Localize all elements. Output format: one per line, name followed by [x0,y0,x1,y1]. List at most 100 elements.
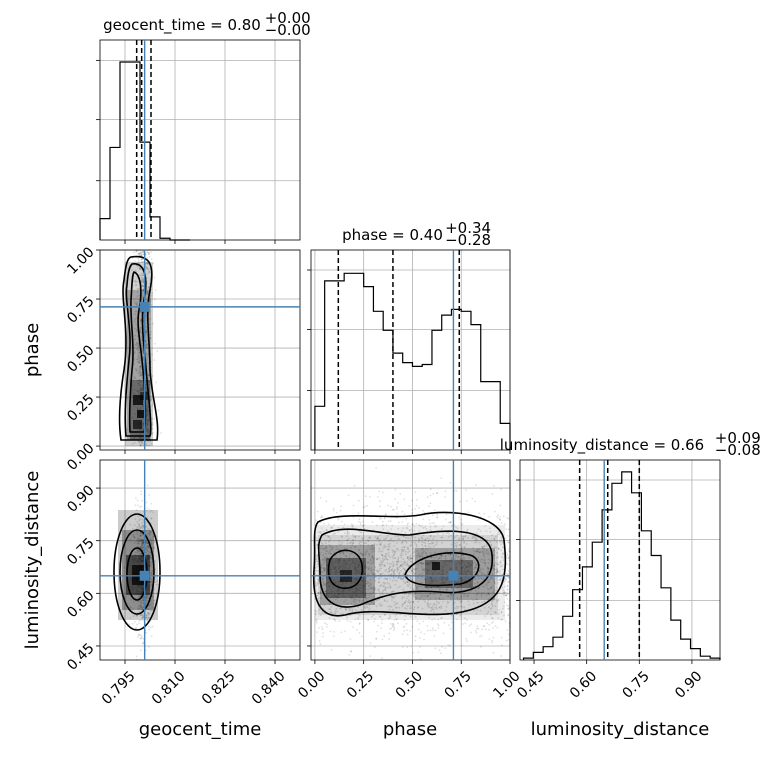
sample-point [146,484,149,487]
sample-point [139,359,142,361]
sample-point [332,635,335,637]
sample-point [149,333,152,336]
sample-point [360,635,363,638]
sample-point [146,418,149,421]
sample-point [136,348,139,351]
sample-point [410,645,413,648]
sample-point [462,623,464,625]
sample-point [444,647,447,650]
sample-point [133,536,136,539]
sample-point [147,597,149,600]
sample-point [147,444,150,447]
sample-point [467,511,470,514]
sample-point [136,614,139,617]
sample-point [142,405,145,408]
sample-point [136,303,138,306]
sample-point [135,497,137,499]
sample-point [136,277,139,279]
sample-point [395,507,398,510]
sample-point [488,515,491,518]
sample-point [151,322,154,325]
sample-point [136,389,139,392]
sample-point [134,313,137,316]
sample-point [150,409,153,412]
sample-point [139,371,142,374]
sample-point [140,388,143,391]
sample-point [401,633,404,636]
sample-point [141,345,144,348]
sample-point [142,285,145,288]
sample-point [154,342,157,345]
sample-point [140,258,143,261]
sample-point [147,611,150,614]
sample-point [140,272,143,275]
sample-point [140,278,143,281]
sample-point [145,262,148,265]
x-tick-label: 0.75 [441,668,474,701]
sample-point [142,526,145,529]
sample-point [140,331,142,334]
sample-point [153,599,156,602]
y-tick-label: 0.90 [64,482,97,515]
sample-point [148,550,151,553]
sample-point [146,336,148,339]
sample-point [347,494,350,497]
sample-point [141,374,143,376]
sample-point [139,372,141,375]
sample-point [141,380,144,382]
sample-point [414,491,417,493]
sample-point [137,379,140,382]
panel-frame [99,39,301,241]
sample-point [505,592,508,594]
sample-point [146,291,149,294]
sample-point [417,651,420,654]
sample-point [146,516,149,519]
sample-point [391,624,394,627]
sample-point [139,539,142,542]
sample-point [146,291,148,294]
sample-point [397,622,399,625]
sample-point [429,502,432,505]
sample-point [475,631,478,634]
sample-point [433,509,436,511]
sample-point [156,350,159,353]
sample-point [148,604,151,607]
sample-point [140,327,143,329]
sample-point [152,424,154,426]
sample-point [411,625,414,628]
sample-point [141,279,144,282]
sample-point [138,253,141,256]
sample-point [151,421,154,424]
sample-point [375,637,378,640]
sample-point [136,344,138,347]
sample-point [152,432,154,434]
sample-point [500,636,503,639]
sample-point [142,261,144,263]
sample-point [508,547,511,550]
sample-point [474,629,477,632]
sample-point [137,357,140,360]
sample-point [464,622,467,625]
sample-point [142,619,145,622]
sample-point [136,342,139,344]
sample-point [149,511,152,513]
sample-point [139,649,142,652]
sample-point [135,250,138,253]
sample-point [449,644,452,647]
sample-point [509,616,511,619]
sample-point [358,518,361,521]
sample-point [137,527,140,529]
sample-point [138,523,141,526]
sample-point [318,640,321,642]
sample-point [138,360,141,363]
sample-point [146,262,149,264]
sample-point [449,627,452,630]
x-tick-label: 0.810 [149,668,189,708]
sample-point [150,442,153,445]
sample-point [141,427,144,429]
sample-point [141,405,144,408]
sample-point [138,379,141,382]
sample-point [390,623,392,625]
sample-point [141,285,144,287]
